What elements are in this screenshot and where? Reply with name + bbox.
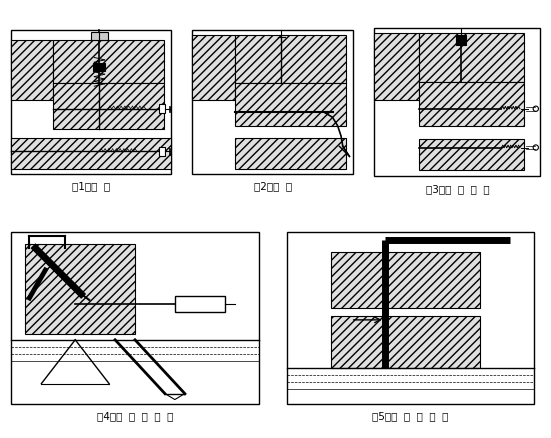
Bar <box>192 36 235 101</box>
Bar <box>94 64 105 72</box>
Bar <box>331 316 480 368</box>
Bar <box>25 244 135 334</box>
Bar <box>419 83 525 127</box>
Text: （5）插  入  连  接  件: （5）插 入 连 接 件 <box>372 410 449 420</box>
Bar <box>159 105 165 114</box>
Bar <box>159 148 165 156</box>
Bar <box>419 139 525 171</box>
Bar <box>10 41 53 101</box>
Text: （1）成  孔: （1）成 孔 <box>72 181 110 191</box>
Bar <box>419 34 525 83</box>
Bar <box>10 138 171 169</box>
Bar <box>192 31 353 174</box>
Bar <box>169 149 170 155</box>
Bar <box>456 35 466 46</box>
Bar <box>175 296 225 312</box>
Bar <box>235 138 346 169</box>
Text: （4）注  入  胶  粘  剂: （4）注 入 胶 粘 剂 <box>97 410 173 420</box>
Text: （3）丙  酮  清  洗: （3）丙 酮 清 洗 <box>425 184 489 194</box>
Bar <box>331 253 480 308</box>
Bar <box>235 36 346 84</box>
Bar <box>375 28 540 177</box>
Bar <box>169 106 170 113</box>
Bar <box>10 31 171 174</box>
Bar <box>12 233 258 404</box>
Text: （2）清  孔: （2）清 孔 <box>253 181 292 191</box>
Bar <box>91 33 108 41</box>
Bar <box>53 84 164 130</box>
Bar <box>375 34 419 101</box>
Bar <box>53 41 164 84</box>
Bar <box>287 233 534 404</box>
Bar <box>235 84 346 127</box>
